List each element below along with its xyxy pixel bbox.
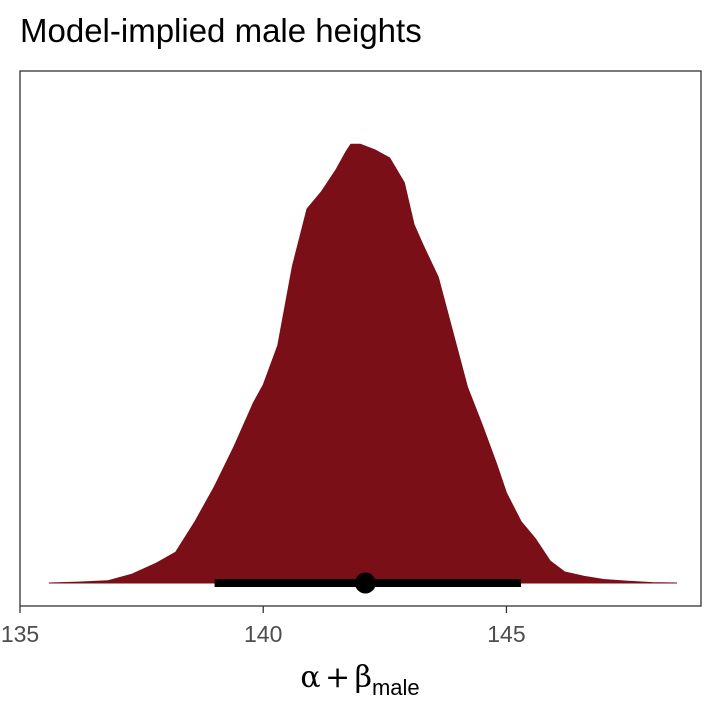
panel-border: [19, 70, 702, 607]
plot-area: [19, 70, 702, 607]
density-area: [48, 143, 678, 584]
x-axis: 135 140 145: [1, 606, 526, 647]
x-tick-label-135: 135: [1, 621, 39, 647]
x-tick-label-140: 140: [244, 621, 282, 647]
point-estimate-marker: [354, 572, 376, 594]
chart-title: Model-implied male heights: [20, 12, 422, 49]
x-tick-label-145: 145: [487, 621, 525, 647]
